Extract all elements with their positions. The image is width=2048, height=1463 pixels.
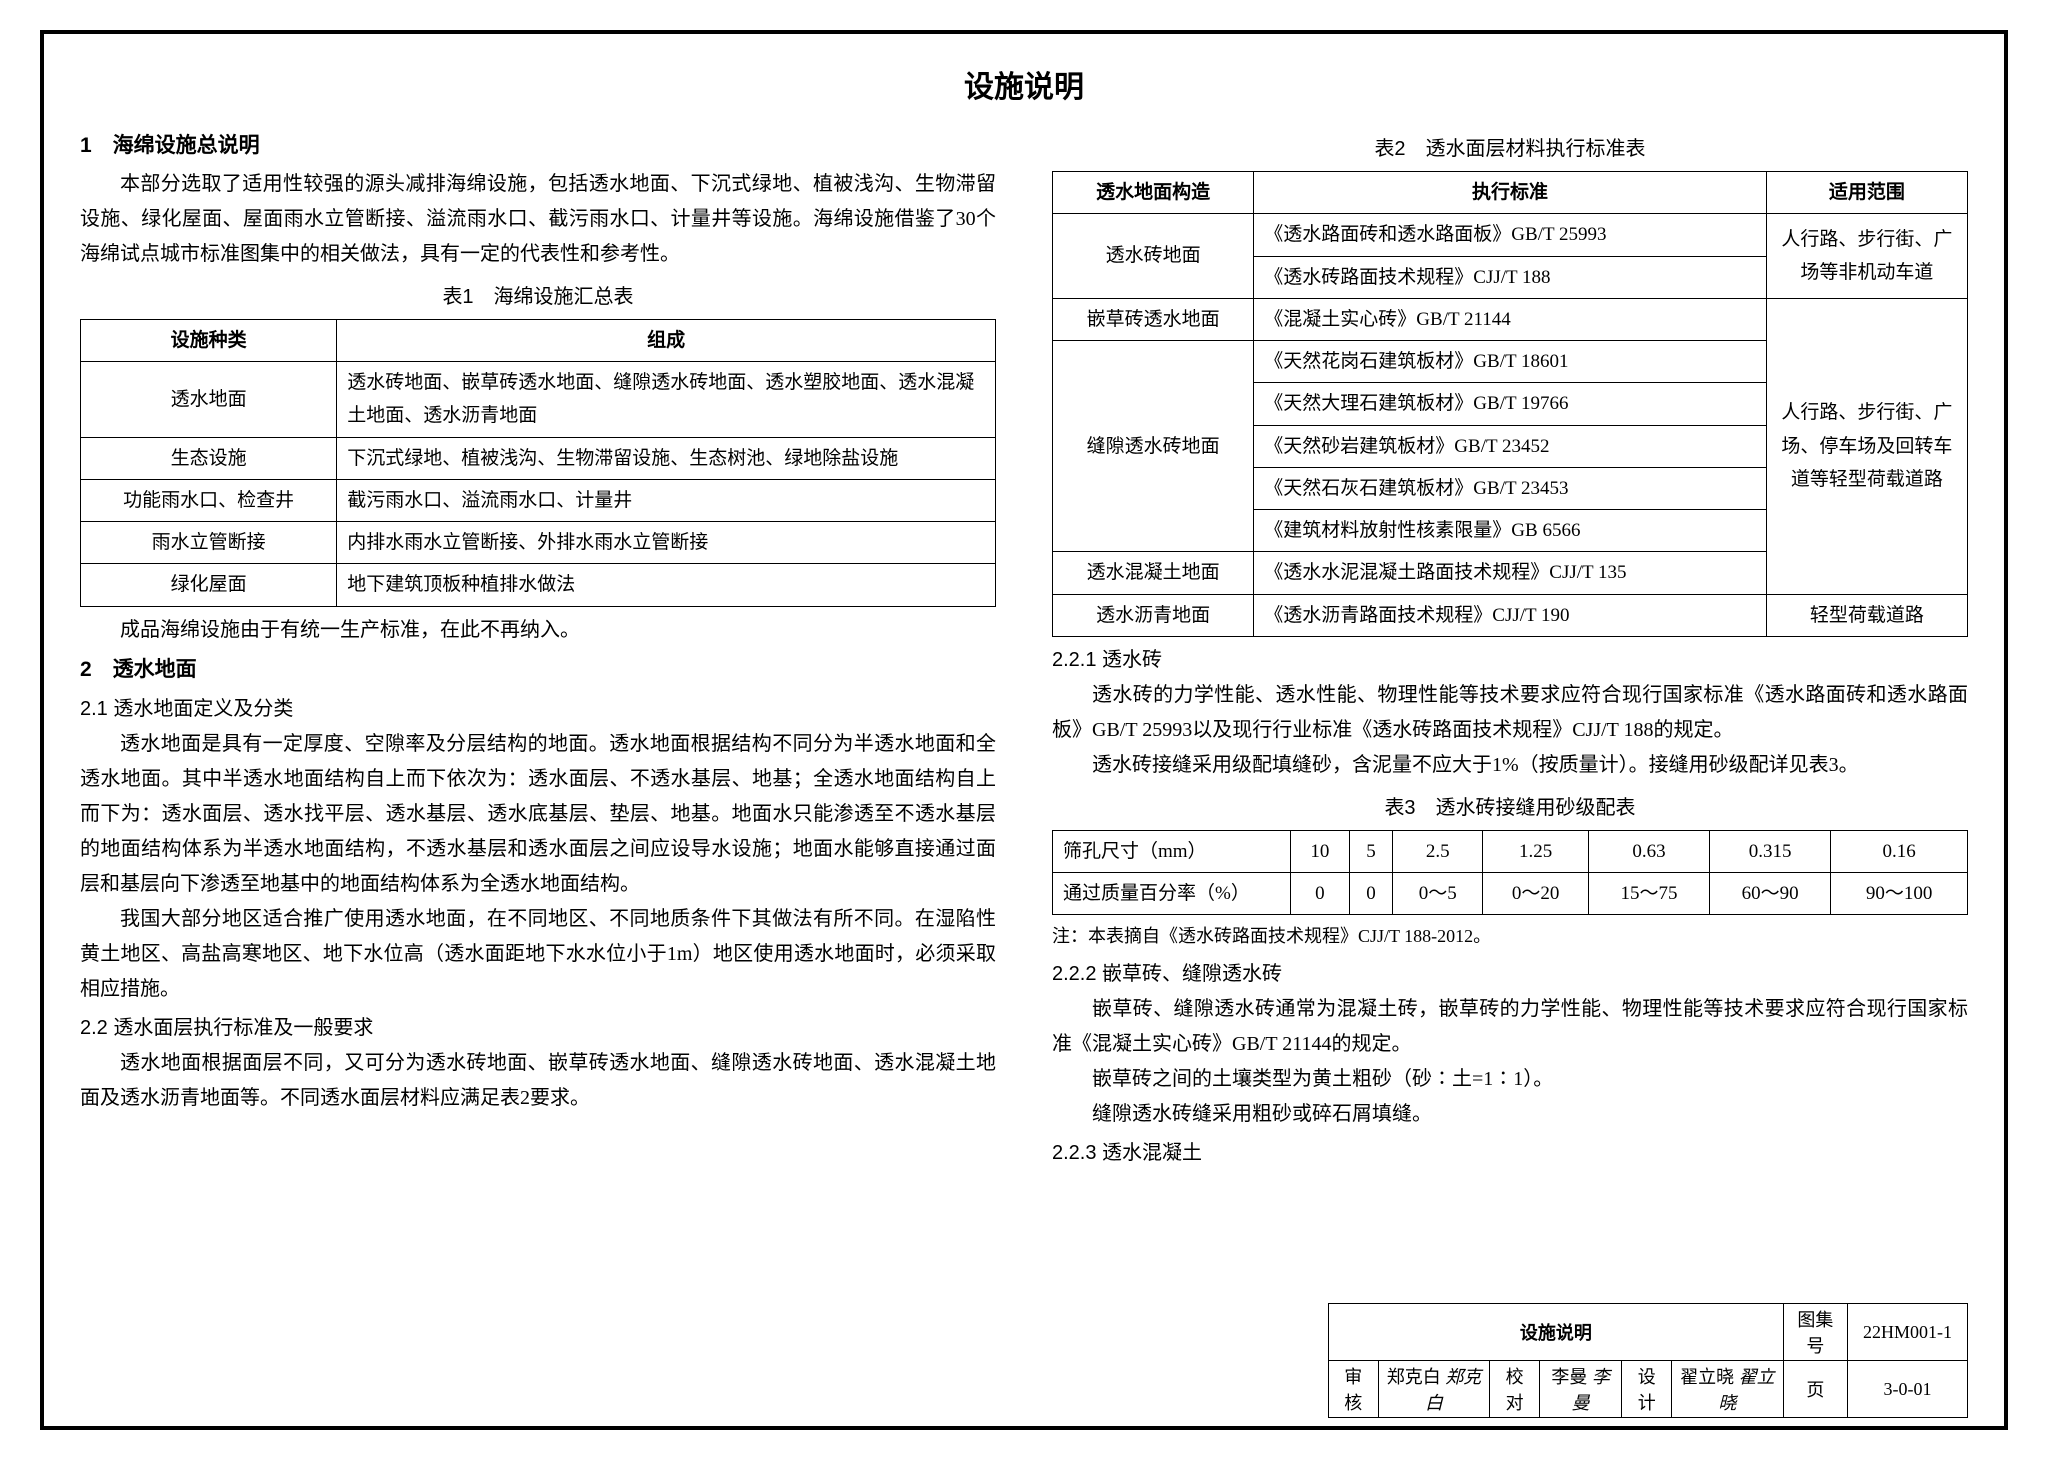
t3-cell: 10: [1290, 830, 1349, 872]
tujihao-label: 图集号: [1783, 1304, 1847, 1361]
table2-caption: 表2 透水面层材料执行标准表: [1052, 132, 1968, 167]
paragraph: 我国大部分地区适合推广使用透水地面，在不同地区、不同地质条件下其做法有所不同。在…: [80, 902, 996, 1007]
table3-note: 注：本表摘自《透水砖路面技术规程》CJJ/T 188-2012。: [1052, 921, 1968, 953]
t2-cell: 《建筑材料放射性核素限量》GB 6566: [1254, 510, 1766, 552]
t3-cell: 0～20: [1483, 873, 1589, 915]
table3-caption: 表3 透水砖接缝用砂级配表: [1052, 791, 1968, 826]
t2-head: 透水地面构造: [1053, 172, 1254, 214]
t2-cell: 轻型荷载道路: [1766, 594, 1967, 636]
t1-cell: 生态设施: [81, 437, 337, 479]
paragraph: 透水地面根据面层不同，又可分为透水砖地面、嵌草砖透水地面、缝隙透水砖地面、透水混…: [80, 1046, 996, 1116]
page-title: 设施说明: [80, 62, 1968, 106]
t3-cell: 60～90: [1710, 873, 1831, 915]
t2-cell: 《透水水泥混凝土路面技术规程》CJJ/T 135: [1254, 552, 1766, 594]
title-block: 设施说明 图集号 22HM001-1 审核 郑克白 郑克白 校对 李曼 李曼 设…: [1328, 1303, 1968, 1418]
table-3: 筛孔尺寸（mm） 10 5 2.5 1.25 0.63 0.315 0.16 通…: [1052, 830, 1968, 916]
t2-cell: 《天然石灰石建筑板材》GB/T 23453: [1254, 467, 1766, 509]
page-frame: 设施说明 1 海绵设施总说明 本部分选取了适用性较强的源头减排海绵设施，包括透水…: [40, 30, 2008, 1430]
jiaodui-name: 李曼: [1551, 1367, 1587, 1387]
t3-cell: 0: [1349, 873, 1392, 915]
titleblock-title: 设施说明: [1329, 1304, 1784, 1361]
t2-cell: 《天然砂岩建筑板材》GB/T 23452: [1254, 425, 1766, 467]
t2-cell: 《天然大理石建筑板材》GB/T 19766: [1254, 383, 1766, 425]
paragraph: 透水地面是具有一定厚度、空隙率及分层结构的地面。透水地面根据结构不同分为半透水地…: [80, 727, 996, 902]
page-value: 3-0-01: [1848, 1361, 1968, 1418]
t2-cell: 缝隙透水砖地面: [1053, 341, 1254, 552]
paragraph: 成品海绵设施由于有统一生产标准，在此不再纳入。: [80, 613, 996, 648]
t2-head: 执行标准: [1254, 172, 1766, 214]
t1-cell: 截污雨水口、溢流雨水口、计量井: [337, 479, 996, 521]
tujihao-value: 22HM001-1: [1848, 1304, 1968, 1361]
heading-2: 2 透水地面: [80, 652, 996, 689]
paragraph: 本部分选取了适用性较强的源头减排海绵设施，包括透水地面、下沉式绿地、植被浅沟、生…: [80, 167, 996, 272]
t2-cell: 人行路、步行街、广场、停车场及回转车道等轻型荷载道路: [1766, 298, 1967, 594]
t2-cell: 《透水沥青路面技术规程》CJJ/T 190: [1254, 594, 1766, 636]
t3-cell: 0～5: [1393, 873, 1483, 915]
heading-1: 1 海绵设施总说明: [80, 128, 996, 165]
t2-cell: 《透水路面砖和透水路面板》GB/T 25993: [1254, 214, 1766, 256]
t1-head: 组成: [337, 319, 996, 361]
heading-223: 2.2.3 透水混凝土: [1052, 1136, 1968, 1171]
shenhe-label: 审核: [1329, 1361, 1379, 1418]
t2-cell: 透水沥青地面: [1053, 594, 1254, 636]
t1-cell: 雨水立管断接: [81, 522, 337, 564]
heading-221: 2.2.1 透水砖: [1052, 643, 1968, 678]
t1-head: 设施种类: [81, 319, 337, 361]
paragraph: 缝隙透水砖缝采用粗砂或碎石屑填缝。: [1052, 1097, 1968, 1132]
t3-cell: 5: [1349, 830, 1392, 872]
t2-cell: 《混凝土实心砖》GB/T 21144: [1254, 298, 1766, 340]
page-label: 页: [1783, 1361, 1847, 1418]
t2-cell: 嵌草砖透水地面: [1053, 298, 1254, 340]
t1-cell: 内排水雨水立管断接、外排水雨水立管断接: [337, 522, 996, 564]
t3-cell: 2.5: [1393, 830, 1483, 872]
t1-cell: 透水砖地面、嵌草砖透水地面、缝隙透水砖地面、透水塑胶地面、透水混凝土地面、透水沥…: [337, 362, 996, 438]
t2-cell: 人行路、步行街、广场等非机动车道: [1766, 214, 1967, 299]
heading-21: 2.1 透水地面定义及分类: [80, 692, 996, 727]
paragraph: 透水砖的力学性能、透水性能、物理性能等技术要求应符合现行国家标准《透水路面砖和透…: [1052, 678, 1968, 748]
sheji-label: 设计: [1622, 1361, 1672, 1418]
right-column: 表2 透水面层材料执行标准表 透水地面构造 执行标准 适用范围 透水砖地面 《透…: [1052, 124, 1968, 1171]
shenhe-name: 郑克白: [1387, 1367, 1441, 1387]
table-1: 设施种类 组成 透水地面透水砖地面、嵌草砖透水地面、缝隙透水砖地面、透水塑胶地面…: [80, 319, 996, 607]
paragraph: 透水砖接缝采用级配填缝砂，含泥量不应大于1%（按质量计）。接缝用砂级配详见表3。: [1052, 748, 1968, 783]
heading-22: 2.2 透水面层执行标准及一般要求: [80, 1011, 996, 1046]
content-columns: 1 海绵设施总说明 本部分选取了适用性较强的源头减排海绵设施，包括透水地面、下沉…: [80, 124, 1968, 1171]
t2-head: 适用范围: [1766, 172, 1967, 214]
t3-cell: 筛孔尺寸（mm）: [1053, 830, 1291, 872]
t3-cell: 0.16: [1831, 830, 1968, 872]
t3-cell: 15～75: [1588, 873, 1709, 915]
t3-cell: 0: [1290, 873, 1349, 915]
t3-cell: 0.315: [1710, 830, 1831, 872]
t2-cell: 透水砖地面: [1053, 214, 1254, 299]
t1-cell: 绿化屋面: [81, 564, 337, 606]
t3-cell: 0.63: [1588, 830, 1709, 872]
t1-cell: 功能雨水口、检查井: [81, 479, 337, 521]
jiaodui-label: 校对: [1490, 1361, 1540, 1418]
t3-cell: 1.25: [1483, 830, 1589, 872]
heading-222: 2.2.2 嵌草砖、缝隙透水砖: [1052, 957, 1968, 992]
table1-caption: 表1 海绵设施汇总表: [80, 280, 996, 315]
t2-cell: 《透水砖路面技术规程》CJJ/T 188: [1254, 256, 1766, 298]
t2-cell: 透水混凝土地面: [1053, 552, 1254, 594]
t1-cell: 地下建筑顶板种植排水做法: [337, 564, 996, 606]
table-2: 透水地面构造 执行标准 适用范围 透水砖地面 《透水路面砖和透水路面板》GB/T…: [1052, 171, 1968, 637]
t3-cell: 90～100: [1831, 873, 1968, 915]
left-column: 1 海绵设施总说明 本部分选取了适用性较强的源头减排海绵设施，包括透水地面、下沉…: [80, 124, 996, 1171]
t1-cell: 下沉式绿地、植被浅沟、生物滞留设施、生态树池、绿地除盐设施: [337, 437, 996, 479]
t3-cell: 通过质量百分率（%）: [1053, 873, 1291, 915]
paragraph: 嵌草砖之间的土壤类型为黄土粗砂（砂∶土=1∶1）。: [1052, 1062, 1968, 1097]
t1-cell: 透水地面: [81, 362, 337, 438]
t2-cell: 《天然花岗石建筑板材》GB/T 18601: [1254, 341, 1766, 383]
paragraph: 嵌草砖、缝隙透水砖通常为混凝土砖，嵌草砖的力学性能、物理性能等技术要求应符合现行…: [1052, 992, 1968, 1062]
sheji-name: 翟立晓: [1680, 1367, 1734, 1387]
